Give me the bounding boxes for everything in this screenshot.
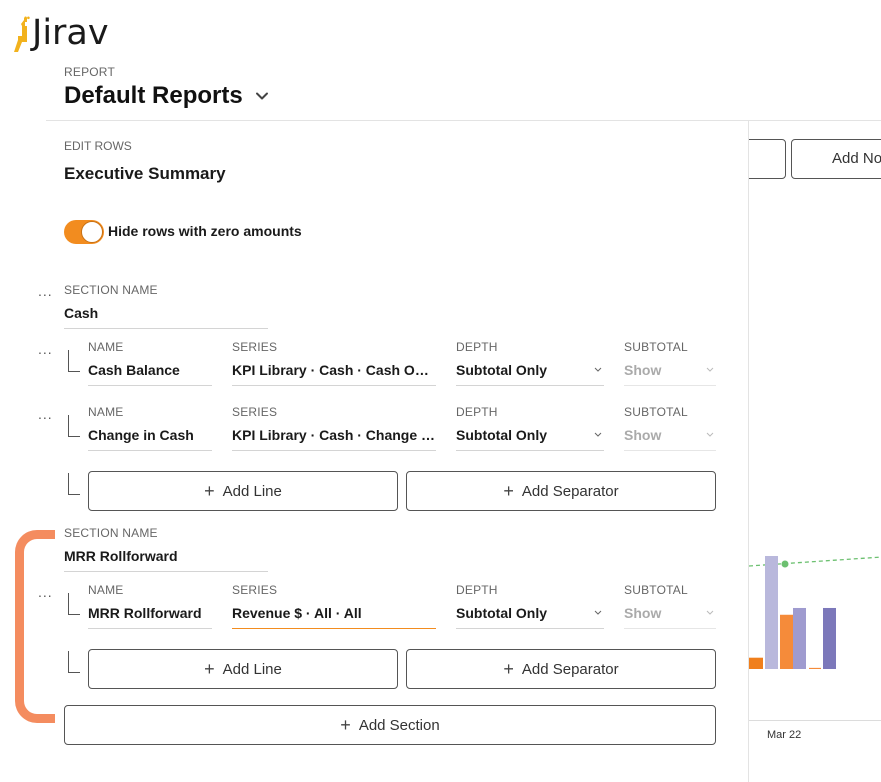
caret-down-icon bbox=[594, 610, 602, 615]
row-depth-label: DEPTH bbox=[456, 583, 498, 597]
x-tick-label: Mar 22 bbox=[767, 729, 802, 741]
row-series-label: SERIES bbox=[232, 405, 278, 419]
plus-icon: + bbox=[204, 481, 215, 501]
preview-bar bbox=[780, 614, 793, 669]
trend-point bbox=[781, 560, 789, 568]
caret-down-icon bbox=[706, 367, 714, 372]
caret-down-icon bbox=[706, 432, 714, 437]
tree-connector bbox=[68, 415, 80, 437]
add-line-label: Add Line bbox=[222, 482, 282, 500]
add-section-button[interactable]: + Add Section bbox=[64, 705, 716, 745]
row-subtotal-value: Show bbox=[624, 605, 662, 621]
row-depth-select[interactable]: Subtotal Only bbox=[456, 426, 604, 451]
section-name-label: SECTION NAME bbox=[64, 526, 158, 540]
hide-zero-rows-toggle[interactable] bbox=[64, 220, 104, 244]
row-name-input[interactable]: Cash Balance bbox=[88, 361, 212, 386]
giraffe-logo-icon bbox=[14, 16, 30, 52]
row-subtotal-select[interactable]: Show bbox=[624, 604, 716, 629]
jirav-logo[interactable]: Jirav bbox=[12, 12, 109, 52]
caret-down-icon bbox=[706, 610, 714, 615]
toggle-knob bbox=[81, 221, 103, 243]
report-preview-panel: Add Note Mar 22 bbox=[748, 121, 881, 782]
preview-bar bbox=[765, 556, 778, 669]
tree-connector bbox=[68, 350, 80, 372]
row-series-input[interactable]: KPI Library · Cash · Change in Cash bbox=[232, 426, 436, 451]
row-name-input[interactable]: MRR Rollforward bbox=[88, 604, 212, 629]
section-name-input[interactable]: Cash bbox=[64, 304, 268, 329]
preview-toolbar-button[interactable] bbox=[749, 139, 786, 179]
row-drag-handle[interactable]: ... bbox=[38, 341, 53, 357]
row-subtotal-select[interactable]: Show bbox=[624, 426, 716, 451]
row-subtotal-select[interactable]: Show bbox=[624, 361, 716, 386]
editor-title: Executive Summary bbox=[64, 164, 226, 183]
row-depth-label: DEPTH bbox=[456, 340, 498, 354]
row-depth-value: Subtotal Only bbox=[456, 427, 547, 443]
row-subtotal-value: Show bbox=[624, 362, 662, 378]
caret-down-icon bbox=[594, 367, 602, 372]
add-section-label: Add Section bbox=[358, 716, 440, 734]
preview-bar bbox=[793, 607, 806, 669]
row-subtotal-label: SUBTOTAL bbox=[624, 405, 688, 419]
row-depth-value: Subtotal Only bbox=[456, 362, 547, 378]
row-name-label: NAME bbox=[88, 405, 124, 419]
row-depth-select[interactable]: Subtotal Only bbox=[456, 361, 604, 386]
report-title: Default Reports bbox=[64, 82, 243, 109]
add-line-label: Add Line bbox=[222, 660, 282, 678]
tree-connector bbox=[68, 593, 80, 615]
edit-rows-label: EDIT ROWS bbox=[64, 139, 132, 153]
row-name-label: NAME bbox=[88, 340, 124, 354]
chevron-down-icon bbox=[255, 92, 268, 100]
header-divider bbox=[46, 120, 881, 121]
add-line-button[interactable]: + Add Line bbox=[88, 471, 398, 511]
preview-bar bbox=[823, 607, 836, 669]
row-series-input[interactable]: KPI Library · Cash · Cash On Hand bbox=[232, 361, 436, 386]
add-line-button[interactable]: + Add Line bbox=[88, 649, 398, 689]
preview-chart bbox=[749, 556, 881, 669]
add-separator-label: Add Separator bbox=[521, 660, 619, 678]
plus-icon: + bbox=[340, 715, 351, 735]
row-drag-handle[interactable]: ... bbox=[38, 406, 53, 422]
row-depth-select[interactable]: Subtotal Only bbox=[456, 604, 604, 629]
preview-bar bbox=[809, 667, 821, 669]
section-highlight-bracket bbox=[15, 530, 55, 723]
row-subtotal-value: Show bbox=[624, 427, 662, 443]
row-subtotal-label: SUBTOTAL bbox=[624, 583, 688, 597]
report-label: REPORT bbox=[64, 65, 115, 79]
add-separator-button[interactable]: + Add Separator bbox=[406, 471, 716, 511]
row-series-label: SERIES bbox=[232, 583, 278, 597]
report-selector[interactable]: Default Reports bbox=[64, 82, 269, 110]
add-separator-label: Add Separator bbox=[521, 482, 619, 500]
section-name-input[interactable]: MRR Rollforward bbox=[64, 547, 268, 572]
add-separator-button[interactable]: + Add Separator bbox=[406, 649, 716, 689]
row-series-input[interactable]: Revenue $ · All · All bbox=[232, 604, 436, 629]
section-name-label: SECTION NAME bbox=[64, 283, 158, 297]
section-drag-handle[interactable]: ... bbox=[38, 283, 53, 299]
preview-bar bbox=[749, 657, 763, 669]
tree-connector bbox=[68, 473, 80, 495]
row-name-input[interactable]: Change in Cash bbox=[88, 426, 212, 451]
plus-icon: + bbox=[503, 481, 514, 501]
row-series-label: SERIES bbox=[232, 340, 278, 354]
plus-icon: + bbox=[503, 659, 514, 679]
tree-connector bbox=[68, 651, 80, 673]
add-note-button[interactable]: Add Note bbox=[791, 139, 881, 179]
row-name-label: NAME bbox=[88, 583, 124, 597]
row-depth-label: DEPTH bbox=[456, 405, 498, 419]
chart-x-axis bbox=[749, 720, 881, 721]
plus-icon: + bbox=[204, 659, 215, 679]
caret-down-icon bbox=[594, 432, 602, 437]
row-depth-value: Subtotal Only bbox=[456, 605, 547, 621]
hide-zero-rows-label: Hide rows with zero amounts bbox=[108, 223, 302, 239]
logo-wordmark: Jirav bbox=[32, 13, 109, 53]
row-subtotal-label: SUBTOTAL bbox=[624, 340, 688, 354]
row-drag-handle[interactable]: ... bbox=[38, 584, 53, 600]
